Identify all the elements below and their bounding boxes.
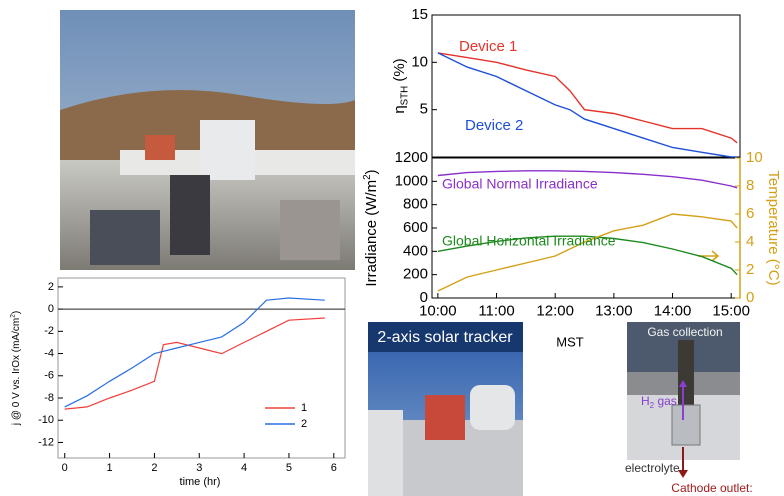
y-tick-label: 200: [403, 266, 428, 283]
y-tick-label: -2: [44, 325, 54, 337]
label-part: η: [391, 105, 408, 113]
axis-label: ηSTH (%): [391, 58, 410, 113]
plot-frame: [432, 15, 740, 157]
y-tick-label: -6: [44, 370, 54, 382]
cell-label: H2 gas: [641, 394, 677, 410]
label-part: STH: [399, 86, 410, 106]
y2-tick-label: 2: [746, 261, 754, 278]
y-tick-label: 1200: [395, 149, 428, 166]
x-tick-label: 1: [107, 462, 113, 474]
cell-label: electrolyte: [625, 461, 680, 475]
x-tick-label: 0: [62, 462, 68, 474]
axis-label: j @ 0 V vs. IrOx (mA/cm2): [9, 311, 21, 426]
y-tick-label: 600: [403, 219, 428, 236]
y-tick-label: 800: [403, 196, 428, 213]
y-tick-label: 2: [48, 281, 54, 293]
x-tick-label: 11:00: [478, 302, 514, 319]
y-tick-label: 10: [411, 53, 428, 70]
cell-photo: Gas collection H2 gas electrolyte Cathod…: [625, 322, 753, 495]
cell-label: Gas collection: [647, 325, 722, 339]
legend-label: 2: [301, 418, 307, 430]
x-tick-label: 14:00: [654, 302, 692, 319]
photo-caption: 2-axis solar tracker: [377, 329, 513, 346]
data-line: [438, 214, 737, 291]
legend-label: 1: [301, 402, 307, 414]
x-tick-label: 4: [241, 462, 247, 474]
y-tick-label: -12: [38, 436, 54, 448]
y2-tick-label: 10: [746, 149, 763, 166]
x-tick-label: 5: [286, 462, 292, 474]
y-tick-label: 0: [48, 303, 54, 315]
y-tick-label: -4: [44, 347, 54, 359]
plot-frame: [58, 278, 345, 458]
y-tick-label: -8: [44, 392, 54, 404]
figure: 2-axis solar tracker Gas collection H2 g…: [0, 0, 784, 496]
label-part: j @ 0 V vs. IrOx (mA/cm: [11, 318, 22, 426]
label-part: H: [641, 394, 650, 408]
cell-label: Cathode outlet:: [671, 481, 752, 495]
label-part: ): [11, 311, 22, 314]
y-tick-label: 15: [411, 6, 428, 23]
series-label: Device 2: [465, 117, 523, 134]
data-line: [65, 318, 325, 409]
series-label: Device 1: [459, 38, 517, 55]
series-label: Global Horizontal Irradiance: [442, 233, 616, 249]
series-label: Global Normal Irradiance: [442, 176, 598, 192]
x-tick-label: 13:00: [595, 302, 633, 319]
data-line: [438, 53, 737, 157]
x-axis-label: time (hr): [180, 476, 221, 488]
tracker-photo: 2-axis solar tracker: [368, 322, 523, 496]
label-part: gas: [654, 394, 677, 408]
x-tick-label: 2: [151, 462, 157, 474]
y-tick-label: 400: [403, 242, 428, 259]
data-line: [65, 298, 325, 407]
y2-tick-label: 0: [746, 289, 754, 306]
x-tick-label: 12:00: [536, 302, 574, 319]
y2-tick-label: 6: [746, 205, 754, 222]
y2-axis-label: Temperature (°C): [765, 170, 782, 285]
axis-label: Irradiance (W/m2): [361, 169, 380, 286]
y2-tick-label: 8: [746, 177, 754, 194]
label-part: ): [363, 169, 380, 174]
label-part: (%): [391, 58, 408, 86]
y-tick-label: -10: [38, 414, 54, 426]
field-photo: [60, 10, 355, 270]
y2-tick-label: 4: [746, 233, 754, 250]
x-tick-label: 6: [331, 462, 337, 474]
x-tick-label: 10:00: [419, 302, 457, 319]
x-axis-label: MST: [556, 334, 584, 349]
label-part: Irradiance (W/m: [363, 180, 380, 287]
x-tick-label: 3: [196, 462, 202, 474]
y-tick-label: 1000: [395, 172, 428, 189]
x-tick-label: 15:00: [712, 302, 750, 319]
y-tick-label: 5: [420, 101, 428, 118]
